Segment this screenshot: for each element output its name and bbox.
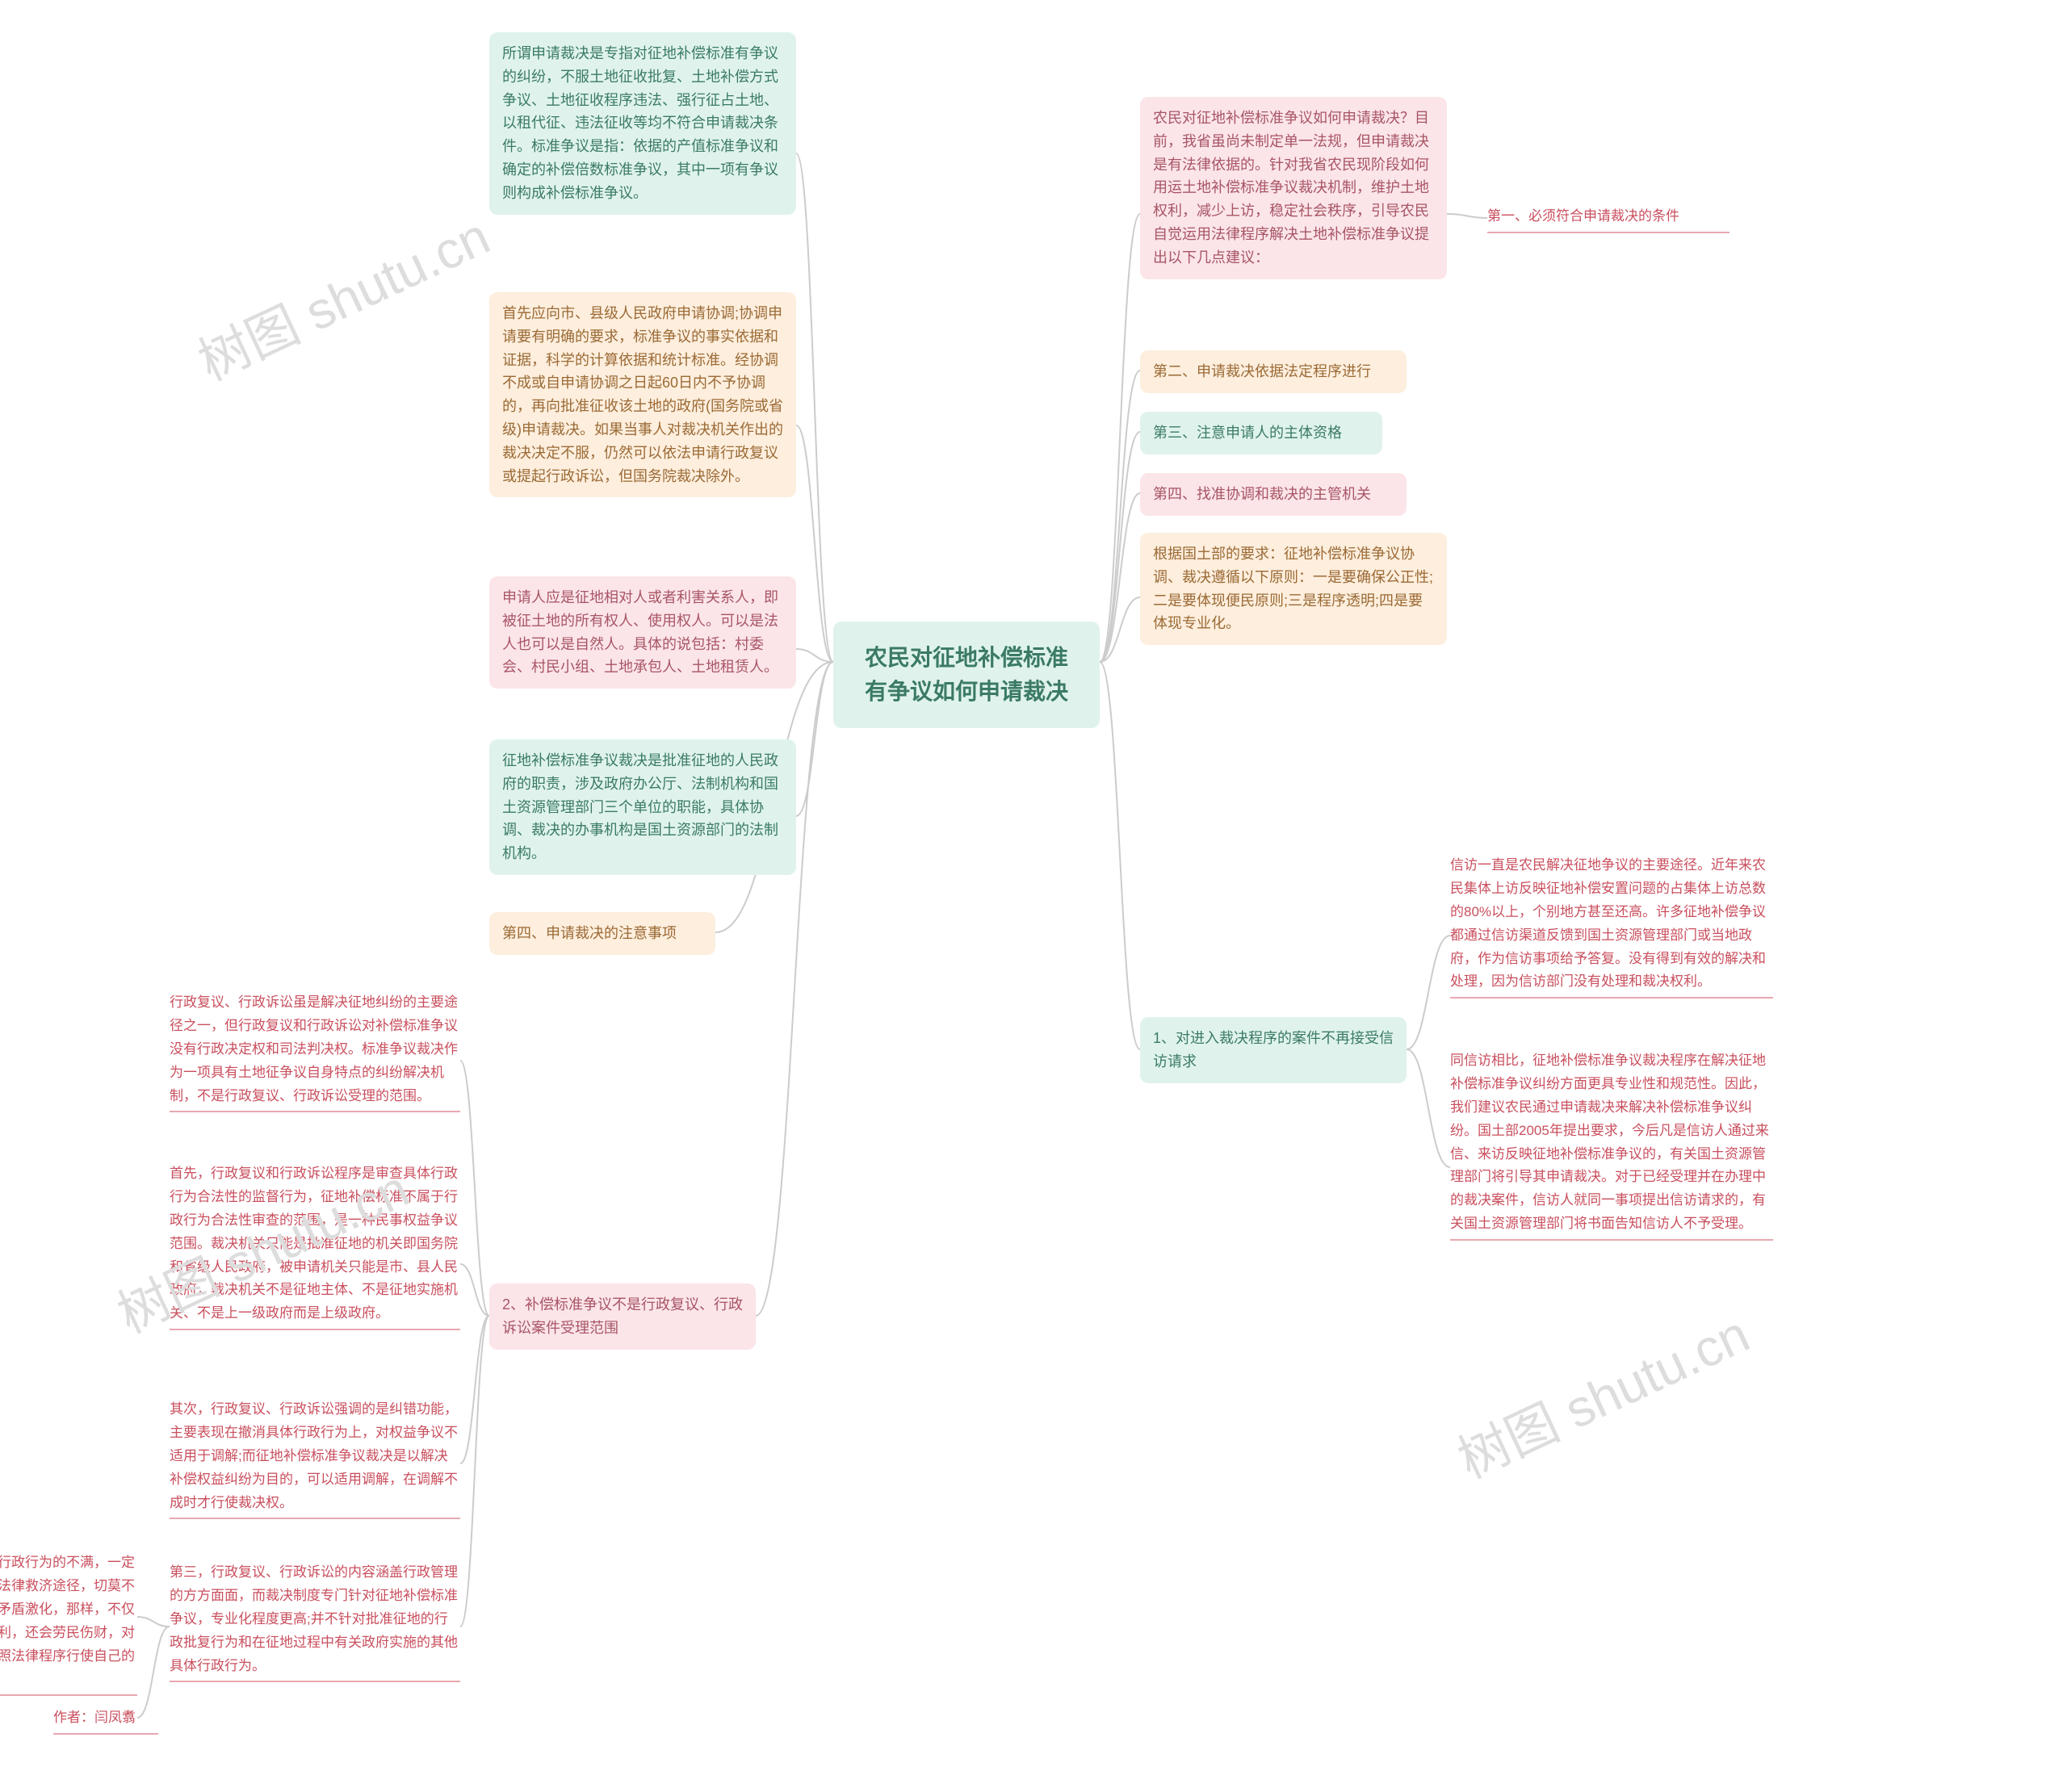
branch-node: 第四、找准协调和裁决的主管机关 [1140, 473, 1407, 516]
branch-node: 征地补偿标准争议裁决是批准征地的人民政府的职责，涉及政府办公厅、法制机构和国土资… [489, 739, 796, 875]
center-text: 农民对征地补偿标准有争议如何申请裁决 [865, 645, 1068, 704]
leaf-node: 作者：闫凤翥 [53, 1703, 158, 1735]
leaf-node: 首先，行政复议和行政诉讼程序是审查具体行政行为合法性的监督行为，征地补偿标准不属… [170, 1159, 460, 1330]
leaf-node: 总之，农民面对征收土地行政行为的不满，一定要分清是非，采取不同的法律救济途径，切… [0, 1548, 137, 1696]
leaf-node: 第一、必须符合申请裁决的条件 [1487, 202, 1729, 233]
branch-node: 2、补偿标准争议不是行政复议、行政诉讼案件受理范围 [489, 1283, 756, 1350]
leaf-node: 同信访相比，征地补偿标准争议裁决程序在解决征地补偿标准争议纠纷方面更具专业性和规… [1450, 1046, 1773, 1241]
branch-node: 所谓申请裁决是专指对征地补偿标准有争议的纠纷，不服土地征收批复、土地补偿方式争议… [489, 32, 796, 215]
leaf-node: 信访一直是农民解决征地争议的主要途径。近年来农民集体上访反映征地补偿安置问题的占… [1450, 851, 1773, 999]
leaf-node: 第三，行政复议、行政诉讼的内容涵盖行政管理的方方面面，而裁决制度专门针对征地补偿… [170, 1558, 460, 1682]
leaf-node: 行政复议、行政诉讼虽是解决征地纠纷的主要途径之一，但行政复议和行政诉讼对补偿标准… [170, 988, 460, 1112]
leaf-node: 其次，行政复议、行政诉讼强调的是纠错功能，主要表现在撤消具体行政行为上，对权益争… [170, 1395, 460, 1519]
branch-node: 第三、注意申请人的主体资格 [1140, 412, 1382, 454]
branch-node: 第四、申请裁决的注意事项 [489, 912, 715, 955]
branch-node: 第二、申请裁决依据法定程序进行 [1140, 350, 1407, 393]
branch-node: 根据国土部的要求：征地补偿标准争议协调、裁决遵循以下原则：一是要确保公正性;二是… [1140, 533, 1447, 645]
branch-node: 申请人应是征地相对人或者利害关系人，即被征土地的所有权人、使用权人。可以是法人也… [489, 576, 796, 689]
branch-node: 首先应向市、县级人民政府申请协调;协调申请要有明确的要求，标准争议的事实依据和证… [489, 292, 796, 497]
branch-node: 农民对征地补偿标准争议如何申请裁决？目前，我省虽尚未制定单一法规，但申请裁决是有… [1140, 97, 1447, 279]
center-node: 农民对征地补偿标准有争议如何申请裁决 [833, 622, 1100, 728]
branch-node: 1、对进入裁决程序的案件不再接受信访请求 [1140, 1017, 1407, 1083]
